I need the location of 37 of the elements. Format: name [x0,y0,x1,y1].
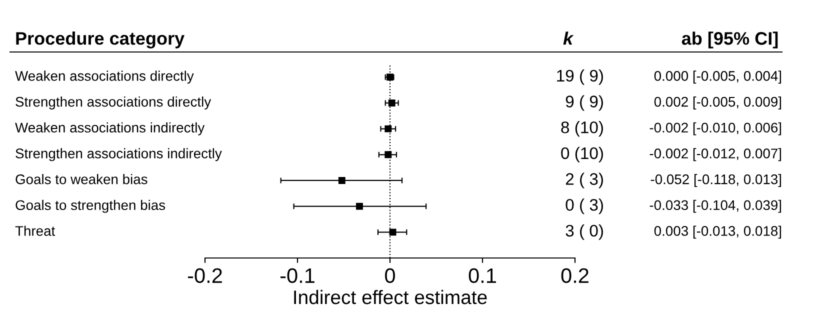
point [384,151,392,158]
data-label: -0.033 [-0.104, 0.039] [650,200,782,213]
y-axis-title: Procedure category [16,32,184,48]
annotation: 2 ( 3) [566,172,603,188]
y-tick-label: Threat [15,226,56,236]
point [388,100,396,106]
y-tick-label: Weaken associations directly [15,70,194,84]
x-axis-title: Indirect effect estimate [294,290,487,304]
point [338,177,346,184]
data-label: -0.002 [-0.012, 0.007] [650,148,782,162]
annotation: 8 (10) [561,121,603,137]
text: ab [95% CI] [682,32,778,48]
y-tick-label: Weaken associations indirectly [15,122,205,136]
x-tick-label: -0.1 [280,268,314,284]
annotation: 0 ( 3) [566,198,603,214]
y-tick-label: Goals to weaken bias [16,174,148,184]
x-tick-label: -0.2 [188,268,222,284]
annotation: 3 ( 0) [566,224,603,240]
point [356,202,363,210]
y-tick-label: Goals to strengthen bias [16,200,166,213]
y-tick-label: Strengthen associations directly [16,96,212,110]
data-label: 0.003 [-0.013, 0.018] [654,226,782,239]
point [389,228,396,236]
y-tick-label: Strengthen associations indirectly [16,148,222,162]
data-label: 0.000 [-0.005, 0.004] [654,70,782,84]
data-label: -0.002 [-0.010, 0.006] [650,122,782,136]
annotation: 9 ( 9) [566,95,603,111]
x-tick-label: 0.2 [561,268,588,284]
annotation: 19 ( 9) [557,69,603,85]
text: k [563,32,574,45]
point [386,74,394,81]
x-tick-label: 0.1 [468,268,496,284]
point [384,125,392,132]
data-label: 0.002 [-0.005, 0.009] [654,96,782,110]
data-label: -0.052 [-0.118, 0.013] [650,174,782,187]
annotation: 0 (10) [561,146,603,162]
x-tick-label: 0 [385,268,395,284]
